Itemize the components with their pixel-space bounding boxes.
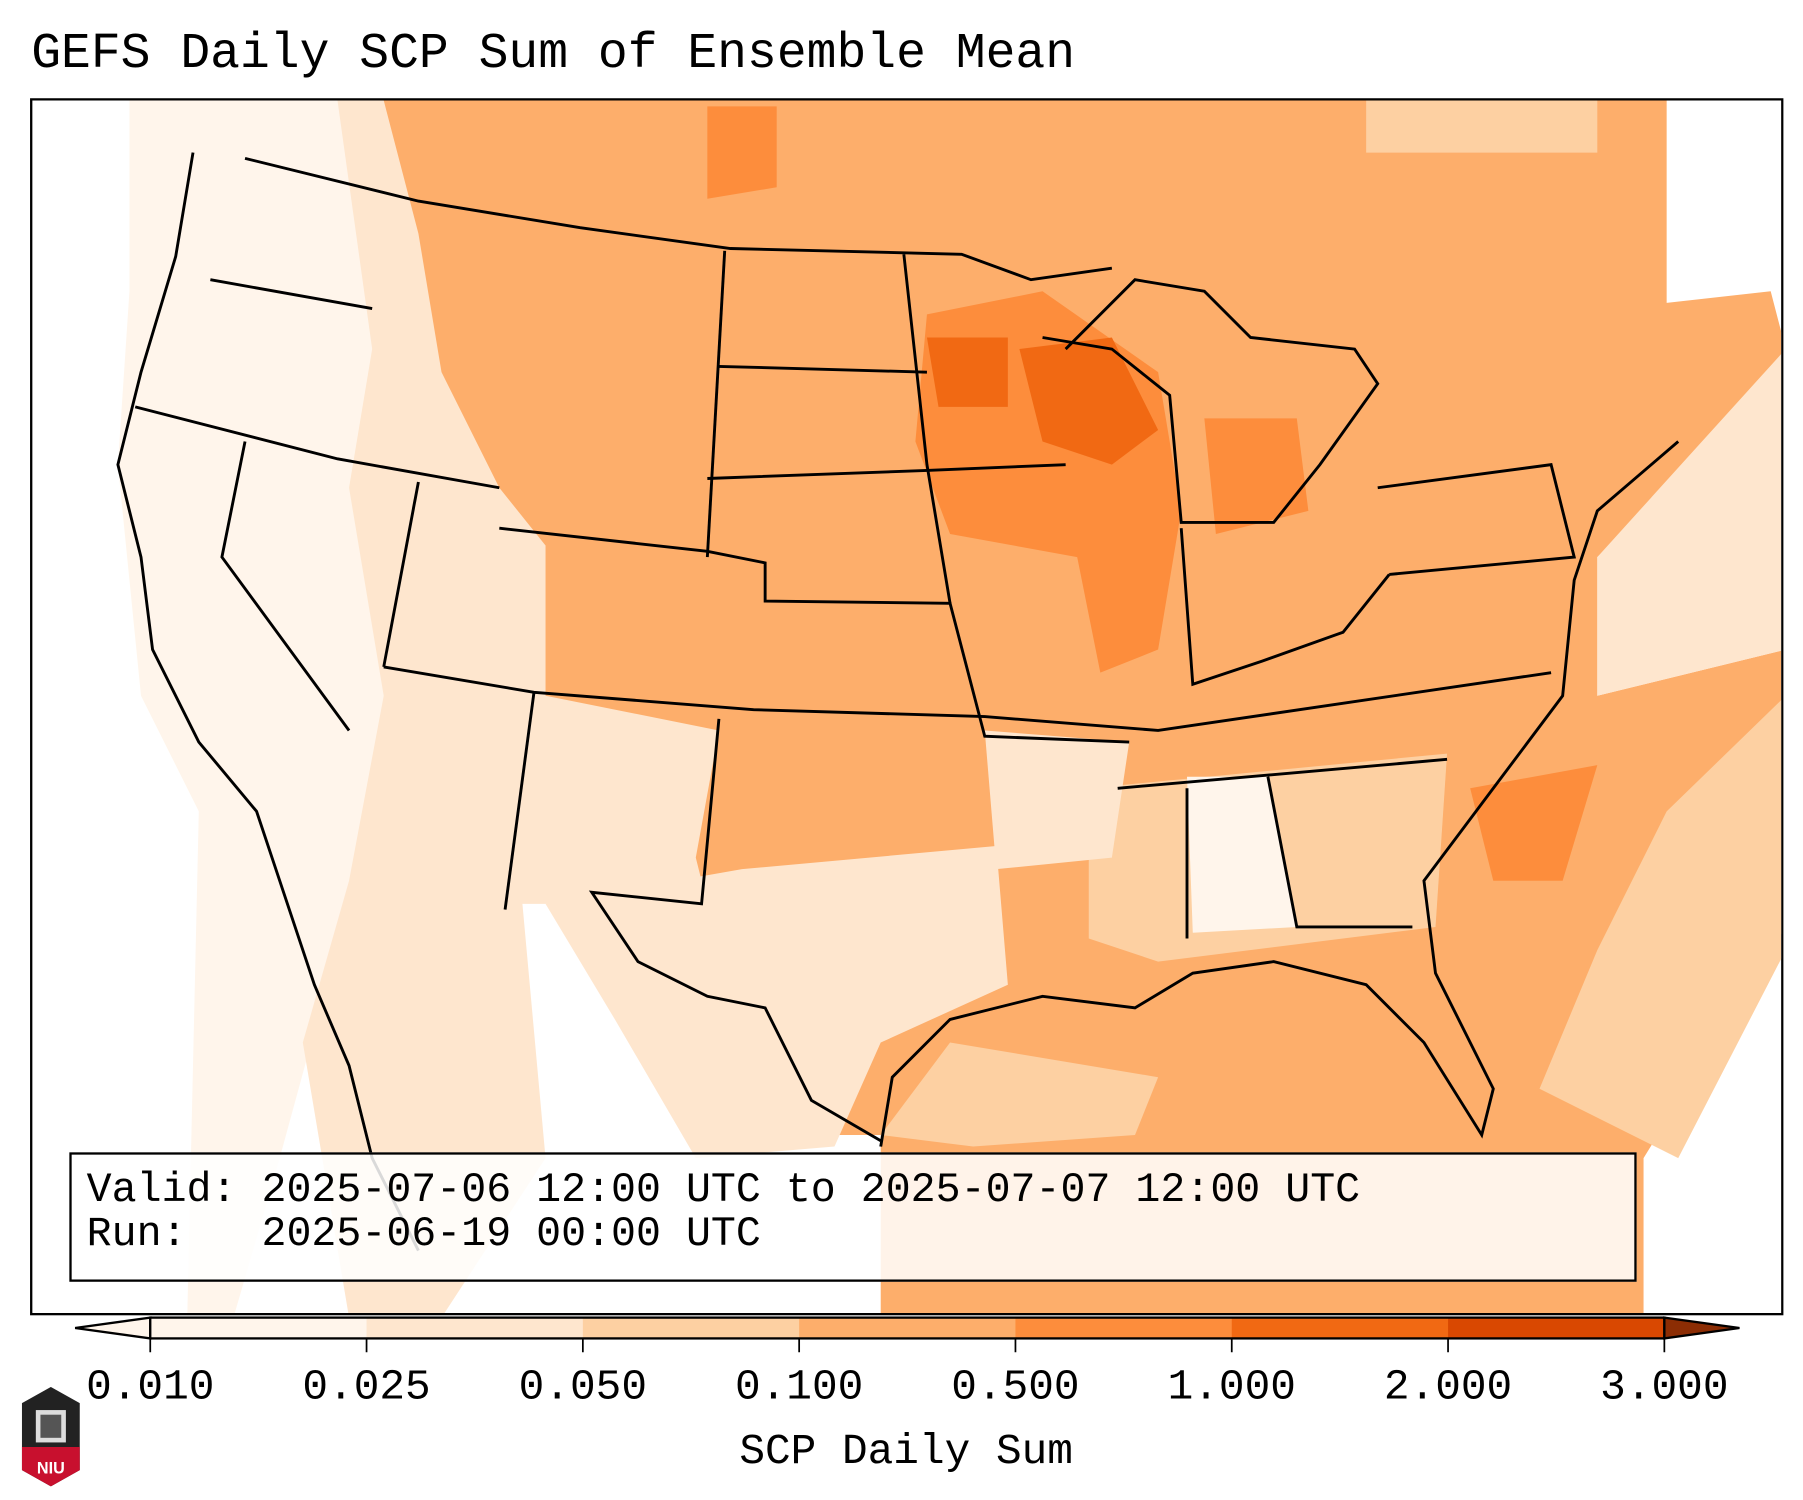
- state-line-tx: [588, 718, 882, 1143]
- run-value: 2025-06-19 00:00 UTC: [261, 1210, 761, 1258]
- colorbar: [74, 1316, 1740, 1353]
- field-1.0-wisconsin: [1019, 337, 1159, 465]
- niu-logo: NIU: [21, 1386, 80, 1487]
- colorbar-segment: [366, 1317, 584, 1339]
- state-line-ut: [382, 481, 420, 668]
- scp-heatmap: [32, 100, 1782, 1313]
- colorbar-outline: [149, 1316, 1666, 1340]
- state-line-ohio: [1179, 528, 1391, 687]
- colorbar-segment: [582, 1317, 800, 1339]
- field-light-okla: [984, 730, 1130, 870]
- colorbar-segment: [799, 1317, 1017, 1339]
- colorbar-tick-label: 1.000: [1167, 1363, 1296, 1413]
- colorbar-segment: [1231, 1317, 1449, 1339]
- field-light-east-ocean: [1597, 354, 1782, 696]
- state-line-nevada: [220, 441, 351, 732]
- state-line-ne-sd: [707, 463, 1066, 480]
- colorbar-extend-low: [74, 1316, 152, 1340]
- state-line-wa-or: [210, 278, 373, 311]
- state-line-45n: [134, 405, 500, 490]
- map-panel: Valid: 2025-07-06 12:00 UTC to 2025-07-0…: [30, 98, 1784, 1316]
- boundaries: [116, 152, 1680, 1252]
- colorbar-tick-label: 0.025: [302, 1363, 431, 1413]
- us-canada-border: [244, 156, 1113, 282]
- state-line-37n: [383, 665, 1552, 732]
- field-white-alabama: [1187, 776, 1297, 933]
- colorbar-segment: [1015, 1317, 1233, 1339]
- field-light-atlantic: [1539, 700, 1782, 1159]
- state-line-nm: [503, 692, 536, 910]
- colorbar-segment: [150, 1317, 368, 1339]
- valid-label: Valid:: [86, 1166, 237, 1214]
- colorbar-tick-label: 0.100: [734, 1363, 864, 1413]
- state-line-sd-nd: [718, 364, 927, 374]
- field-0.5-atlantic: [1470, 765, 1598, 881]
- field-light-canada-north: [1366, 100, 1598, 153]
- field-light-west: [302, 100, 719, 1313]
- field-0.5-midwest2: [1204, 418, 1309, 534]
- field-light-texas: [545, 846, 1008, 1159]
- colorbar-extend-high: [1663, 1316, 1740, 1340]
- state-line-plains-vert2: [902, 254, 952, 604]
- state-line-al-ga: [1266, 776, 1413, 929]
- field-0.5-mn: [707, 106, 777, 199]
- colorbar-tick-label: 0.010: [86, 1363, 215, 1413]
- colorbar-tick-label: 3.000: [1600, 1363, 1729, 1413]
- valid-value: 2025-07-06 12:00 UTC to 2025-07-07 12:00…: [261, 1166, 1361, 1214]
- field-light-gulf-west: [880, 1042, 1159, 1147]
- colorbar-segment: [1448, 1317, 1665, 1339]
- colorbar-label: SCP Daily Sum: [739, 1428, 1073, 1478]
- gulf-coast: [879, 440, 1680, 1147]
- west-coast: [116, 152, 420, 1252]
- info-box: Valid: 2025-07-06 12:00 UTC to 2025-07-0…: [69, 1152, 1637, 1282]
- great-lakes: [1042, 278, 1380, 524]
- colorbar-tick-label: 0.500: [951, 1363, 1080, 1413]
- chart-title: GEFS Daily SCP Sum of Ensemble Mean: [31, 25, 1076, 83]
- run-label: Run:: [86, 1210, 187, 1258]
- state-line-pa: [1377, 463, 1577, 576]
- svg-text:NIU: NIU: [37, 1460, 65, 1478]
- colorbar-tick-label: 2.000: [1383, 1363, 1513, 1413]
- state-line-south: [1117, 757, 1448, 790]
- field-1.0-mn: [926, 337, 1008, 407]
- colorbar-tick-label: 0.050: [518, 1363, 648, 1413]
- state-line-plains-vert: [705, 250, 727, 558]
